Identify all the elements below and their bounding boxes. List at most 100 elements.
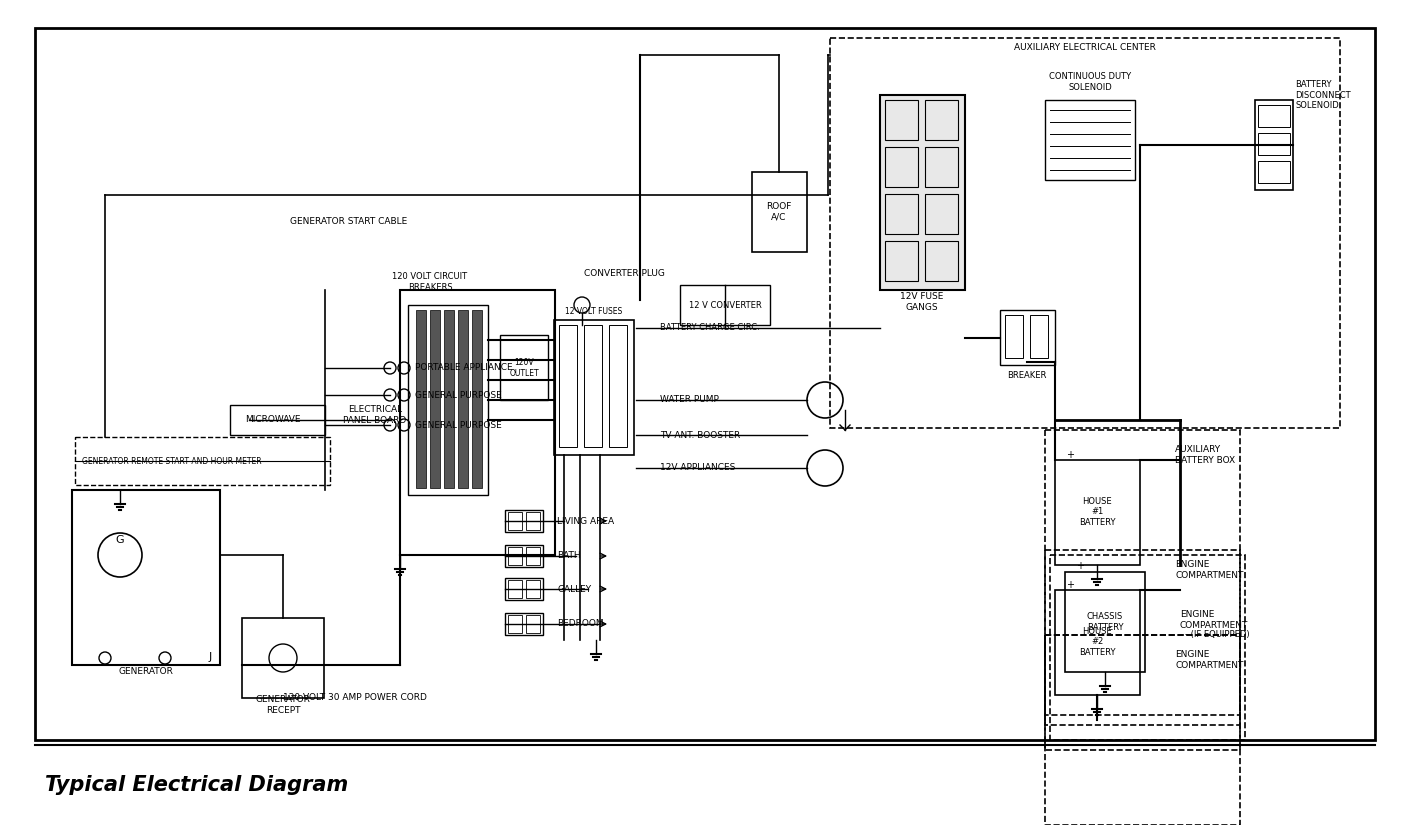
Text: 12 VOLT FUSES: 12 VOLT FUSES: [565, 308, 623, 317]
Text: MICROWAVE: MICROWAVE: [245, 416, 300, 425]
Bar: [925, 147, 957, 187]
Bar: [458, 310, 468, 488]
Bar: [1029, 315, 1048, 358]
Bar: [1045, 430, 1239, 715]
Bar: [885, 241, 918, 281]
Text: +: +: [1076, 561, 1084, 571]
Bar: [472, 310, 482, 488]
Bar: [609, 325, 627, 447]
Text: 120 VOLT 30 AMP POWER CORD: 120 VOLT 30 AMP POWER CORD: [283, 694, 427, 703]
Bar: [508, 512, 522, 530]
Bar: [925, 100, 957, 140]
Text: 120 VOLT CIRCUIT
BREAKERS: 120 VOLT CIRCUIT BREAKERS: [392, 272, 468, 292]
Text: BEDROOM: BEDROOM: [557, 620, 603, 629]
Text: +: +: [1066, 580, 1074, 590]
Bar: [416, 310, 426, 488]
Bar: [1055, 590, 1141, 695]
Text: GENERATOR START CABLE: GENERATOR START CABLE: [290, 218, 407, 227]
Bar: [885, 147, 918, 187]
Bar: [1045, 100, 1135, 180]
Bar: [558, 325, 577, 447]
Text: - (IF EQUIPPED): - (IF EQUIPPED): [1184, 630, 1249, 639]
Bar: [1255, 100, 1293, 190]
Bar: [880, 95, 964, 290]
Text: CHASSIS
BATTERY: CHASSIS BATTERY: [1087, 612, 1124, 632]
Text: GENERAL PURPOSE: GENERAL PURPOSE: [415, 390, 502, 399]
Bar: [501, 335, 548, 400]
Bar: [1045, 635, 1239, 825]
Bar: [1258, 105, 1290, 127]
Bar: [1258, 161, 1290, 183]
Bar: [752, 172, 807, 252]
Text: PORTABLE APPLIANCE: PORTABLE APPLIANCE: [415, 364, 513, 373]
Bar: [885, 100, 918, 140]
Text: GENERATOR
RECEPT: GENERATOR RECEPT: [255, 695, 310, 714]
Bar: [885, 194, 918, 234]
Bar: [526, 615, 540, 633]
Text: GENERAL PURPOSE: GENERAL PURPOSE: [415, 421, 502, 430]
Bar: [925, 194, 957, 234]
Text: ENGINE
COMPARTMENT: ENGINE COMPARTMENT: [1175, 650, 1244, 670]
Bar: [526, 580, 540, 598]
Text: 120V
OUTLET: 120V OUTLET: [509, 358, 539, 378]
Bar: [35, 28, 1375, 740]
Text: GENERATOR: GENERATOR: [118, 667, 173, 676]
Bar: [505, 613, 543, 635]
Text: BATTERY CHARGE CIRC.: BATTERY CHARGE CIRC.: [660, 323, 760, 332]
Bar: [1055, 460, 1141, 565]
Bar: [407, 305, 488, 495]
Text: BATTERY
DISCONNECT
SOLENOID: BATTERY DISCONNECT SOLENOID: [1294, 80, 1351, 110]
Text: +: +: [1066, 450, 1074, 460]
Bar: [830, 38, 1340, 428]
Bar: [1045, 635, 1239, 725]
Text: 12 V CONVERTER: 12 V CONVERTER: [688, 300, 761, 309]
Text: 12V APPLIANCES: 12V APPLIANCES: [660, 464, 736, 473]
Text: ROOF
A/C: ROOF A/C: [766, 202, 791, 222]
Text: AUXILIARY
BATTERY BOX: AUXILIARY BATTERY BOX: [1175, 446, 1235, 464]
Bar: [444, 310, 454, 488]
Bar: [925, 241, 957, 281]
Bar: [1050, 555, 1245, 740]
Bar: [1258, 133, 1290, 155]
Bar: [526, 512, 540, 530]
Text: ELECTRICAL
PANEL BOARD: ELECTRICAL PANEL BOARD: [344, 405, 406, 425]
Bar: [1065, 572, 1145, 672]
Text: BATH: BATH: [557, 551, 581, 560]
Text: ENGINE
COMPARTMENT: ENGINE COMPARTMENT: [1180, 610, 1248, 629]
Bar: [584, 325, 602, 447]
Text: HOUSE
#2
BATTERY: HOUSE #2 BATTERY: [1079, 627, 1115, 657]
Bar: [505, 578, 543, 600]
Text: J: J: [209, 652, 211, 662]
Bar: [508, 547, 522, 565]
Bar: [508, 615, 522, 633]
Text: ENGINE
COMPARTMENT: ENGINE COMPARTMENT: [1175, 560, 1244, 580]
Bar: [554, 320, 634, 455]
Text: GENERATOR REMOTE START AND HOUR METER: GENERATOR REMOTE START AND HOUR METER: [82, 456, 262, 465]
Text: GALLEY: GALLEY: [557, 584, 591, 593]
Bar: [230, 405, 324, 435]
Text: 12V FUSE
GANGS: 12V FUSE GANGS: [901, 292, 943, 312]
Text: AUXILIARY ELECTRICAL CENTER: AUXILIARY ELECTRICAL CENTER: [1014, 44, 1156, 53]
Bar: [400, 290, 556, 555]
Bar: [526, 547, 540, 565]
Text: TV ANT. BOOSTER: TV ANT. BOOSTER: [660, 431, 740, 440]
Bar: [72, 490, 220, 665]
Text: CONVERTER PLUG: CONVERTER PLUG: [584, 268, 666, 277]
Bar: [1045, 550, 1239, 750]
Text: HOUSE
#1
BATTERY: HOUSE #1 BATTERY: [1079, 497, 1115, 527]
Bar: [680, 285, 770, 325]
Bar: [505, 510, 543, 532]
Bar: [1005, 315, 1024, 358]
Text: Typical Electrical Diagram: Typical Electrical Diagram: [45, 775, 348, 795]
Bar: [505, 545, 543, 567]
Bar: [75, 437, 330, 485]
Bar: [430, 310, 440, 488]
Text: BREAKER: BREAKER: [1007, 370, 1046, 380]
Bar: [508, 580, 522, 598]
Text: WATER PUMP: WATER PUMP: [660, 395, 719, 404]
Text: G: G: [116, 535, 124, 545]
Bar: [1000, 310, 1055, 365]
Bar: [243, 618, 324, 698]
Text: CONTINUOUS DUTY
SOLENOID: CONTINUOUS DUTY SOLENOID: [1049, 73, 1131, 92]
Text: LIVING AREA: LIVING AREA: [557, 516, 615, 526]
